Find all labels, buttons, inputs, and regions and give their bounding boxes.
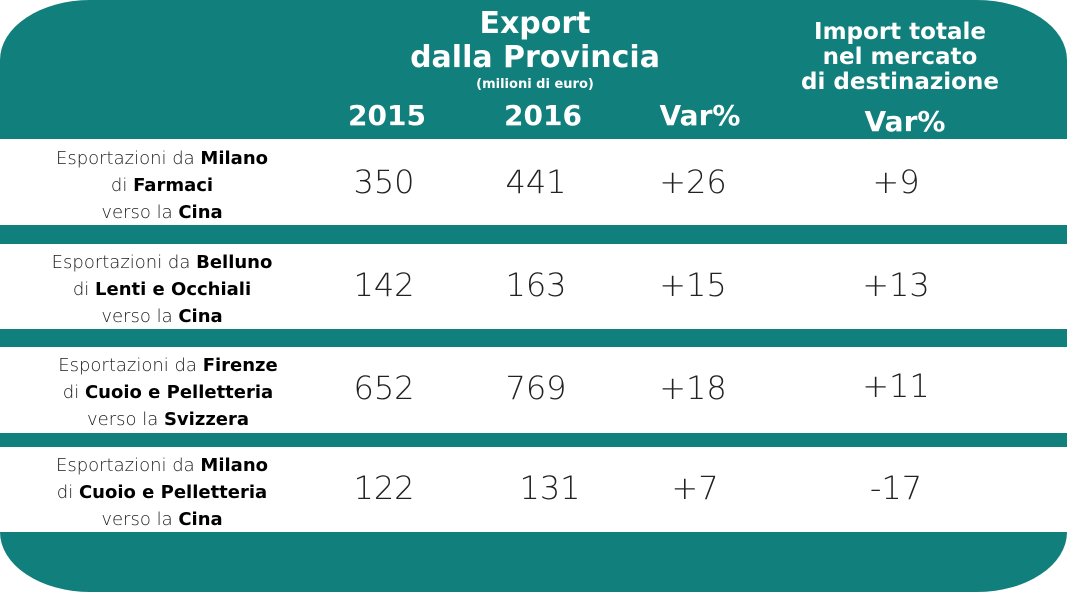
value-2015: 142 bbox=[353, 266, 415, 304]
city-name: Milano bbox=[200, 455, 269, 476]
product-name: Lenti e Occhiali bbox=[95, 279, 252, 300]
product-name: Farmaci bbox=[133, 175, 214, 196]
value-import-var: +13 bbox=[862, 266, 930, 304]
row-label: Esportazioni da Milano di Farmaci verso … bbox=[22, 145, 302, 226]
value-2016: 131 bbox=[519, 469, 581, 507]
table-row: Esportazioni da Milano di Farmaci verso … bbox=[0, 139, 1067, 225]
table-row: Esportazioni da Firenze di Cuoio e Pelle… bbox=[0, 347, 1067, 433]
label-verso: verso la bbox=[101, 509, 179, 530]
label-prefix: Esportazioni da bbox=[55, 148, 201, 169]
export-unit: (milioni di euro) bbox=[476, 77, 594, 92]
import-title-line3: di destinazione bbox=[801, 68, 999, 95]
export-title-line1: Export bbox=[479, 6, 591, 41]
export-header: Export dalla Provincia bbox=[355, 7, 715, 74]
label-verso: verso la bbox=[101, 202, 179, 223]
product-name: Cuoio e Pelletteria bbox=[78, 482, 268, 503]
label-verso: verso la bbox=[86, 409, 164, 430]
value-var: +15 bbox=[659, 266, 727, 304]
country-name: Cina bbox=[178, 306, 223, 327]
label-prefix: Esportazioni da bbox=[58, 355, 203, 376]
country-name: Cina bbox=[178, 202, 223, 223]
city-name: Firenze bbox=[202, 355, 278, 376]
column-header-import-var: Var% bbox=[864, 105, 946, 138]
value-2016: 163 bbox=[505, 266, 567, 304]
city-name: Belluno bbox=[196, 252, 273, 273]
export-title-line2: dalla Provincia bbox=[410, 39, 660, 75]
value-2015: 350 bbox=[353, 163, 415, 201]
value-var: +18 bbox=[659, 369, 727, 407]
value-2016: 441 bbox=[505, 163, 567, 201]
value-import-var: -17 bbox=[869, 469, 923, 507]
label-di: di bbox=[72, 279, 96, 300]
column-header-var: Var% bbox=[659, 99, 741, 132]
product-name: Cuoio e Pelletteria bbox=[84, 382, 274, 403]
row-label: Esportazioni da Belluno di Lenti e Occhi… bbox=[22, 249, 302, 330]
country-name: Svizzera bbox=[163, 409, 250, 430]
label-di: di bbox=[110, 175, 134, 196]
value-import-var: +9 bbox=[872, 163, 920, 201]
row-label: Esportazioni da Milano di Cuoio e Pellet… bbox=[22, 452, 302, 533]
label-di: di bbox=[62, 382, 85, 403]
value-var: +7 bbox=[671, 469, 719, 507]
table-row: Esportazioni da Belluno di Lenti e Occhi… bbox=[0, 244, 1067, 329]
row-label: Esportazioni da Firenze di Cuoio e Pelle… bbox=[28, 352, 308, 433]
label-prefix: Esportazioni da bbox=[51, 252, 197, 273]
value-2015: 652 bbox=[353, 369, 415, 407]
value-import-var: +11 bbox=[862, 367, 930, 405]
label-prefix: Esportazioni da bbox=[55, 455, 201, 476]
table-row: Esportazioni da Milano di Cuoio e Pellet… bbox=[0, 447, 1067, 532]
import-header: Import totale nel mercato di destinazion… bbox=[775, 20, 1025, 94]
value-2016: 769 bbox=[505, 369, 567, 407]
country-name: Cina bbox=[178, 509, 223, 530]
label-di: di bbox=[56, 482, 79, 503]
import-title-line1: Import totale bbox=[814, 19, 986, 45]
value-2015: 122 bbox=[353, 469, 415, 507]
label-verso: verso la bbox=[101, 306, 179, 327]
column-header-2016: 2016 bbox=[504, 99, 582, 132]
import-title-line2: nel mercato bbox=[822, 43, 978, 70]
column-header-2015: 2015 bbox=[348, 99, 426, 132]
city-name: Milano bbox=[200, 148, 269, 169]
value-var: +26 bbox=[659, 163, 727, 201]
